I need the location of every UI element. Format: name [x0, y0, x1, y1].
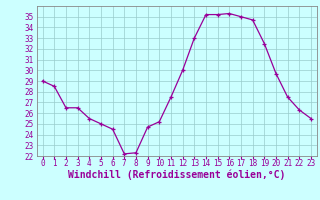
X-axis label: Windchill (Refroidissement éolien,°C): Windchill (Refroidissement éolien,°C)	[68, 170, 285, 180]
